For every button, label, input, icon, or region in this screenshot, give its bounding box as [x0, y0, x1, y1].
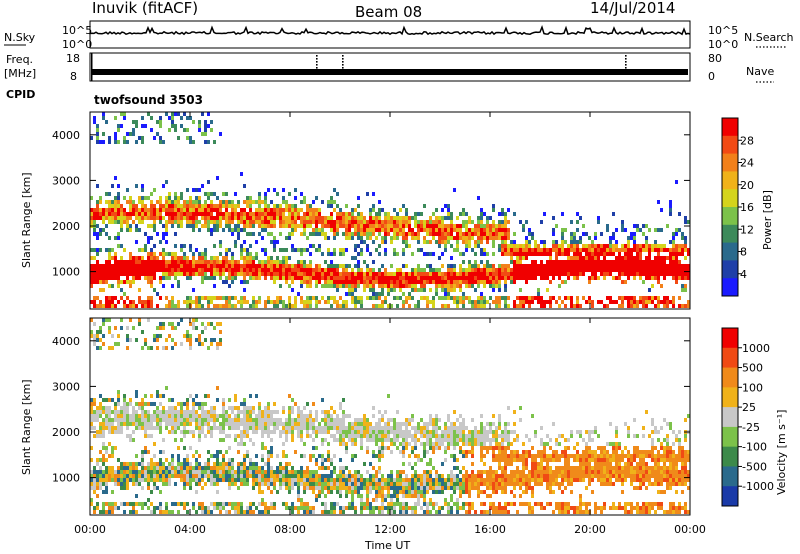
- velocity-ylabel: Slant Range [km]: [20, 379, 33, 475]
- freq-right-tick-bottom: 0: [708, 70, 715, 83]
- y-tick-label: 2000: [52, 220, 80, 233]
- velocity-colorbar-tick: -25: [742, 421, 760, 434]
- nsky-label: N.Sky: [4, 31, 36, 44]
- power-colorbar: 4 8 12 16 20 24 28 Power [dB]: [721, 117, 774, 297]
- power-panel: 1000 2000 3000 4000 Slant Range [km]: [20, 111, 691, 310]
- colorbar-swatch: [722, 189, 738, 208]
- velocity-colorbar-tick: -1000: [742, 480, 774, 493]
- cpid-label: CPID: [6, 88, 35, 101]
- power-colorbar-tick: 4: [740, 268, 747, 281]
- velocity-heatmap: [90, 318, 690, 514]
- velocity-colorbar: 1000 500 100 25 -25 -100 -500 -1000 Velocity [m…: [721, 327, 788, 507]
- beam-title: Beam 08: [355, 3, 422, 21]
- noise-right-tick-bottom: 10^0: [708, 38, 738, 51]
- nave-label: Nave: [746, 65, 774, 78]
- noise-trace: [89, 24, 691, 36]
- power-colorbar-tick: 12: [740, 223, 754, 236]
- noise-left-tick-bottom: 10^0: [62, 38, 92, 51]
- colorbar-swatch: [722, 207, 738, 226]
- power-colorbar-tick: 24: [740, 157, 754, 170]
- y-tick-label: 1000: [52, 266, 80, 279]
- power-colorbar-tick: 20: [740, 179, 754, 192]
- colorbar-swatch: [722, 466, 738, 487]
- colorbar-swatch: [722, 278, 738, 297]
- power-colorbar-label: Power [dB]: [761, 190, 774, 250]
- velocity-colorbar-tick: -100: [742, 441, 767, 454]
- x-tick-label: 04:00: [174, 523, 206, 536]
- nsearch-label: N.Search: [744, 31, 794, 44]
- colorbar-swatch: [722, 367, 738, 388]
- freq-right-tick-top: 80: [708, 52, 722, 65]
- noise-left-tick-top: 10^5: [62, 24, 92, 37]
- power-colorbar-tick: 8: [740, 246, 747, 259]
- noise-right-tick-top: 10^5: [708, 24, 738, 37]
- noise-panel: N.Sky 10^5 10^0 10^5 10^0 N.Search: [4, 20, 794, 51]
- colorbar-swatch: [722, 242, 738, 261]
- velocity-colorbar-label: Velocity [m s⁻¹]: [775, 410, 788, 495]
- freq-left-tick-bottom: 8: [70, 70, 77, 83]
- colorbar-swatch: [722, 347, 738, 369]
- x-tick-label: 20:00: [574, 523, 606, 536]
- x-tick-label: 12:00: [374, 523, 406, 536]
- colorbar-swatch: [722, 135, 738, 155]
- y-tick-label: 3000: [52, 380, 80, 393]
- freq-trace: [91, 53, 688, 81]
- power-colorbar-tick: 16: [740, 201, 754, 214]
- freq-unit-label: [MHz]: [4, 67, 36, 80]
- power-heatmap: [90, 112, 690, 308]
- colorbar-swatch: [722, 118, 738, 137]
- colorbar-swatch: [722, 171, 738, 190]
- power-colorbar-tick: 28: [740, 134, 754, 147]
- x-axis: 00:00 04:00 08:00 12:00 16:00 20:00 00:00: [74, 112, 706, 536]
- x-axis-label: Time UT: [364, 539, 410, 552]
- colorbar-swatch: [722, 446, 738, 467]
- colorbar-swatch: [722, 407, 738, 428]
- x-tick-label: 08:00: [274, 523, 306, 536]
- x-tick-label: 00:00: [674, 523, 706, 536]
- colorbar-swatch: [722, 328, 738, 349]
- colorbar-swatch: [722, 260, 738, 279]
- velocity-colorbar-tick: 25: [742, 401, 756, 414]
- y-tick-label: 4000: [52, 335, 80, 348]
- x-tick-label: 00:00: [74, 523, 106, 536]
- power-ylabel: Slant Range [km]: [20, 172, 33, 268]
- freq-label: Freq.: [6, 53, 33, 66]
- x-tick-label: 16:00: [474, 523, 506, 536]
- colorbar-swatch: [722, 486, 738, 507]
- cpid-program: twofsound 3503: [94, 93, 203, 107]
- velocity-colorbar-tick: 500: [742, 362, 763, 375]
- colorbar-swatch: [722, 387, 738, 408]
- y-tick-label: 2000: [52, 426, 80, 439]
- y-tick-label: 4000: [52, 129, 80, 142]
- velocity-panel: 1000 2000 3000 4000 Slant Range [km]: [20, 317, 691, 516]
- y-tick-label: 3000: [52, 174, 80, 187]
- freq-panel: Freq. [MHz] 18 8 80 0 Nave: [4, 52, 774, 83]
- velocity-colorbar-tick: 100: [742, 381, 763, 394]
- colorbar-swatch: [722, 153, 738, 172]
- y-tick-label: 1000: [52, 472, 80, 485]
- velocity-colorbar-tick: 1000: [742, 342, 770, 355]
- colorbar-swatch: [722, 224, 738, 244]
- date-title: 14/Jul/2014: [590, 0, 675, 17]
- freq-left-tick-top: 18: [66, 52, 80, 65]
- velocity-colorbar-tick: -500: [742, 460, 767, 473]
- station-title: Inuvik (fitACF): [92, 0, 198, 17]
- colorbar-swatch: [722, 426, 738, 448]
